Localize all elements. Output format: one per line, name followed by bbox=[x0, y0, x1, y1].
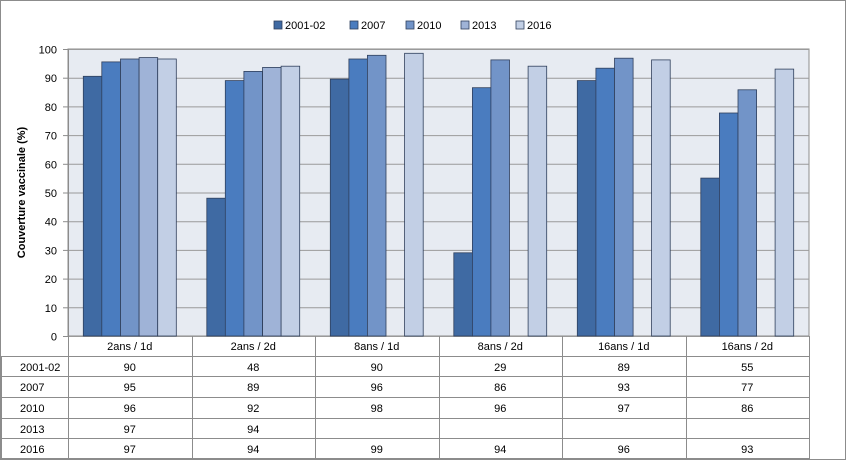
bar bbox=[329, 78, 350, 337]
bar bbox=[243, 71, 263, 337]
y-tick-label: 70 bbox=[45, 131, 57, 143]
bar bbox=[280, 65, 301, 337]
legend-swatch bbox=[515, 20, 525, 30]
bar bbox=[120, 58, 140, 337]
data-table: 2ans / 1d 2ans / 2d 8ans / 1d 8ans / 2d 16an… bbox=[1, 341, 809, 459]
table-cell: 29 bbox=[494, 362, 506, 374]
bar bbox=[774, 68, 795, 337]
y-tick-label: 10 bbox=[45, 303, 57, 315]
table-cell: 93 bbox=[741, 444, 753, 456]
table-cell: 93 bbox=[618, 382, 630, 394]
bar bbox=[404, 52, 424, 337]
table-row-label: 2016 bbox=[20, 444, 44, 456]
y-tick-label: 90 bbox=[45, 73, 57, 85]
table-row-label: 2010 bbox=[20, 403, 44, 415]
bar bbox=[614, 57, 634, 337]
y-tick-label: 20 bbox=[45, 274, 57, 286]
bar bbox=[737, 89, 758, 337]
y-tick-label: 60 bbox=[45, 159, 57, 171]
category-label: 2ans / 2d bbox=[231, 341, 276, 353]
legend-swatch bbox=[273, 20, 283, 30]
category-label: 8ans / 1d bbox=[354, 341, 399, 353]
table-cell: 97 bbox=[618, 403, 630, 415]
legend-swatch bbox=[460, 20, 470, 30]
category-label: 16ans / 1d bbox=[598, 341, 649, 353]
table-cell: 95 bbox=[124, 382, 136, 394]
table-cell: 89 bbox=[247, 382, 259, 394]
legend: 2001-02 2007 2010 2013 2016 bbox=[273, 20, 551, 32]
legend-label: 2016 bbox=[527, 20, 551, 32]
table-row-label: 2013 bbox=[20, 424, 44, 436]
bar bbox=[453, 252, 473, 337]
table-row-label: 2001-02 bbox=[20, 362, 60, 374]
legend-swatch bbox=[349, 20, 359, 30]
table-cell: 96 bbox=[371, 382, 383, 394]
bar bbox=[471, 87, 492, 337]
bar bbox=[651, 59, 671, 337]
y-tick-label: 0 bbox=[51, 332, 57, 344]
bar bbox=[719, 112, 739, 337]
bar bbox=[224, 80, 245, 337]
table-cell: 94 bbox=[247, 424, 259, 436]
legend-label: 2001-02 bbox=[285, 20, 325, 32]
table-cell: 48 bbox=[247, 362, 259, 374]
table-row-label: 2007 bbox=[20, 382, 44, 394]
table-cell: 94 bbox=[247, 444, 259, 456]
bar bbox=[262, 67, 282, 337]
category-label: 2ans / 1d bbox=[107, 341, 152, 353]
bar bbox=[595, 67, 615, 337]
y-tick-label: 40 bbox=[45, 217, 57, 229]
table-cell: 89 bbox=[618, 362, 630, 374]
table-cell: 86 bbox=[494, 382, 506, 394]
y-tick-label: 30 bbox=[45, 245, 57, 257]
table-cell: 86 bbox=[741, 403, 753, 415]
table-cell: 96 bbox=[618, 444, 630, 456]
legend-label: 2010 bbox=[417, 20, 441, 32]
table-cell: 96 bbox=[494, 403, 506, 415]
category-label: 16ans / 2d bbox=[722, 341, 773, 353]
y-axis-label: Couverture vaccinale (%) bbox=[16, 126, 28, 258]
category-label: 8ans / 2d bbox=[478, 341, 523, 353]
table-cell: 90 bbox=[124, 362, 136, 374]
y-tick-label: 50 bbox=[45, 188, 57, 200]
table-cell: 97 bbox=[124, 424, 136, 436]
table-cell: 96 bbox=[124, 403, 136, 415]
table-cell: 98 bbox=[371, 403, 383, 415]
bar bbox=[576, 80, 597, 337]
bar bbox=[206, 197, 226, 337]
bar bbox=[138, 57, 159, 337]
table-cell: 90 bbox=[371, 362, 383, 374]
bar bbox=[366, 54, 387, 337]
bar bbox=[157, 58, 177, 337]
legend-label: 2007 bbox=[361, 20, 385, 32]
bar bbox=[101, 61, 121, 337]
legend-label: 2013 bbox=[472, 20, 496, 32]
y-axis: 0 10 20 30 40 50 60 70 80 90 100 bbox=[39, 45, 69, 344]
table-cell: 77 bbox=[741, 382, 753, 394]
table-cell: 97 bbox=[124, 444, 136, 456]
gridlines bbox=[68, 49, 810, 459]
bar bbox=[527, 65, 548, 337]
table-cell: 94 bbox=[494, 444, 506, 456]
table-cell: 92 bbox=[247, 403, 259, 415]
bar bbox=[700, 177, 720, 337]
bar bbox=[82, 75, 103, 337]
table-cell: 55 bbox=[741, 362, 753, 374]
y-tick-label: 100 bbox=[39, 45, 57, 57]
bar bbox=[490, 59, 510, 337]
y-tick-label: 80 bbox=[45, 102, 57, 114]
legend-swatch bbox=[405, 20, 415, 30]
bar bbox=[348, 58, 368, 337]
bars bbox=[82, 52, 795, 337]
table-cell: 99 bbox=[371, 444, 383, 456]
